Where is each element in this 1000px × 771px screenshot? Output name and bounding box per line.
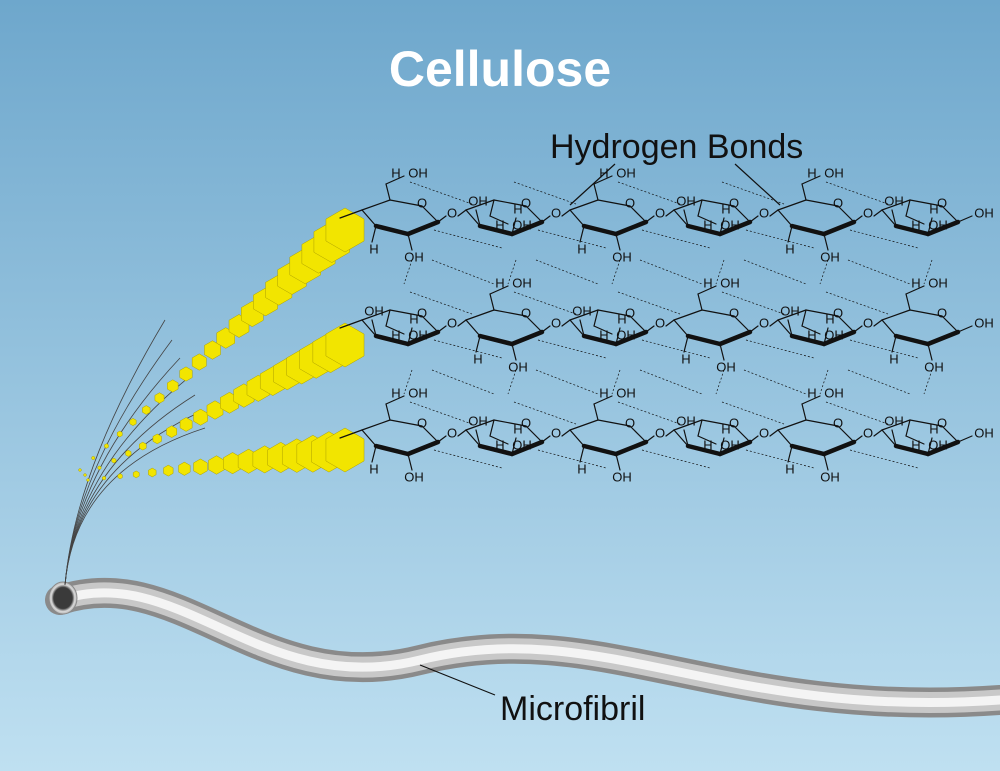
svg-text:H: H: [513, 421, 522, 436]
svg-text:OH: OH: [508, 359, 528, 374]
svg-text:OH: OH: [612, 249, 632, 264]
svg-text:H: H: [495, 217, 504, 232]
svg-text:OH: OH: [780, 303, 800, 318]
svg-text:H: H: [911, 217, 920, 232]
svg-text:OH: OH: [676, 413, 696, 428]
svg-text:O: O: [759, 425, 769, 440]
svg-text:H: H: [495, 437, 504, 452]
svg-text:O: O: [937, 305, 947, 320]
svg-text:OH: OH: [408, 165, 428, 180]
svg-text:OH: OH: [404, 249, 424, 264]
svg-text:OH: OH: [404, 469, 424, 484]
svg-text:O: O: [447, 205, 457, 220]
svg-text:O: O: [833, 195, 843, 210]
svg-text:O: O: [625, 415, 635, 430]
svg-text:H: H: [473, 351, 482, 366]
svg-text:O: O: [655, 425, 665, 440]
svg-text:OH: OH: [716, 359, 736, 374]
microfibril-label: Microfibril: [500, 690, 645, 729]
svg-text:O: O: [625, 195, 635, 210]
svg-text:OH: OH: [974, 205, 994, 220]
svg-text:O: O: [759, 205, 769, 220]
svg-text:H: H: [577, 461, 586, 476]
svg-text:OH: OH: [924, 359, 944, 374]
svg-text:O: O: [521, 305, 531, 320]
svg-text:OH: OH: [408, 385, 428, 400]
svg-text:H: H: [929, 421, 938, 436]
svg-text:O: O: [417, 195, 427, 210]
svg-text:H: H: [911, 437, 920, 452]
svg-text:OH: OH: [572, 303, 592, 318]
svg-text:O: O: [551, 315, 561, 330]
svg-text:H: H: [409, 311, 418, 326]
svg-text:OH: OH: [612, 469, 632, 484]
svg-text:OH: OH: [884, 413, 904, 428]
svg-text:OH: OH: [974, 315, 994, 330]
svg-text:OH: OH: [676, 193, 696, 208]
svg-text:H: H: [703, 217, 712, 232]
svg-text:H: H: [721, 421, 730, 436]
svg-text:H: H: [825, 311, 834, 326]
svg-text:O: O: [863, 205, 873, 220]
svg-text:H: H: [785, 461, 794, 476]
svg-text:OH: OH: [616, 385, 636, 400]
svg-text:H: H: [599, 327, 608, 342]
svg-text:O: O: [655, 205, 665, 220]
svg-text:OH: OH: [928, 275, 948, 290]
svg-text:H: H: [369, 241, 378, 256]
svg-text:H: H: [929, 201, 938, 216]
svg-text:O: O: [833, 415, 843, 430]
svg-text:OH: OH: [974, 425, 994, 440]
svg-text:OH: OH: [468, 193, 488, 208]
svg-text:H: H: [721, 201, 730, 216]
svg-text:O: O: [417, 415, 427, 430]
diagram-title: Cellulose: [0, 40, 1000, 98]
svg-text:OH: OH: [824, 385, 844, 400]
svg-text:OH: OH: [720, 275, 740, 290]
svg-text:O: O: [551, 425, 561, 440]
svg-text:OH: OH: [820, 469, 840, 484]
svg-text:H: H: [369, 461, 378, 476]
svg-text:OH: OH: [468, 413, 488, 428]
svg-text:O: O: [551, 205, 561, 220]
svg-text:H: H: [513, 201, 522, 216]
svg-text:OH: OH: [824, 165, 844, 180]
diagram-canvas: OHOHOHHOOHOHHOHOOHOHOHHOOHOHHOHOOHOHOHHO…: [0, 0, 1000, 771]
svg-text:H: H: [577, 241, 586, 256]
svg-text:O: O: [863, 425, 873, 440]
svg-text:OH: OH: [616, 165, 636, 180]
svg-text:O: O: [729, 305, 739, 320]
svg-text:OH: OH: [512, 275, 532, 290]
svg-text:OH: OH: [884, 193, 904, 208]
svg-text:O: O: [447, 425, 457, 440]
svg-text:H: H: [617, 311, 626, 326]
svg-text:O: O: [863, 315, 873, 330]
svg-text:H: H: [681, 351, 690, 366]
svg-text:H: H: [807, 327, 816, 342]
diagram-svg: OHOHOHHOOHOHHOHOOHOHOHHOOHOHHOHOOHOHOHHO…: [0, 0, 1000, 771]
svg-text:OH: OH: [364, 303, 384, 318]
svg-text:H: H: [391, 327, 400, 342]
svg-text:OH: OH: [820, 249, 840, 264]
svg-text:H: H: [889, 351, 898, 366]
svg-text:O: O: [447, 315, 457, 330]
svg-text:H: H: [785, 241, 794, 256]
svg-text:O: O: [759, 315, 769, 330]
hydrogen-bonds-label: Hydrogen Bonds: [550, 128, 803, 167]
svg-text:O: O: [655, 315, 665, 330]
svg-text:H: H: [703, 437, 712, 452]
